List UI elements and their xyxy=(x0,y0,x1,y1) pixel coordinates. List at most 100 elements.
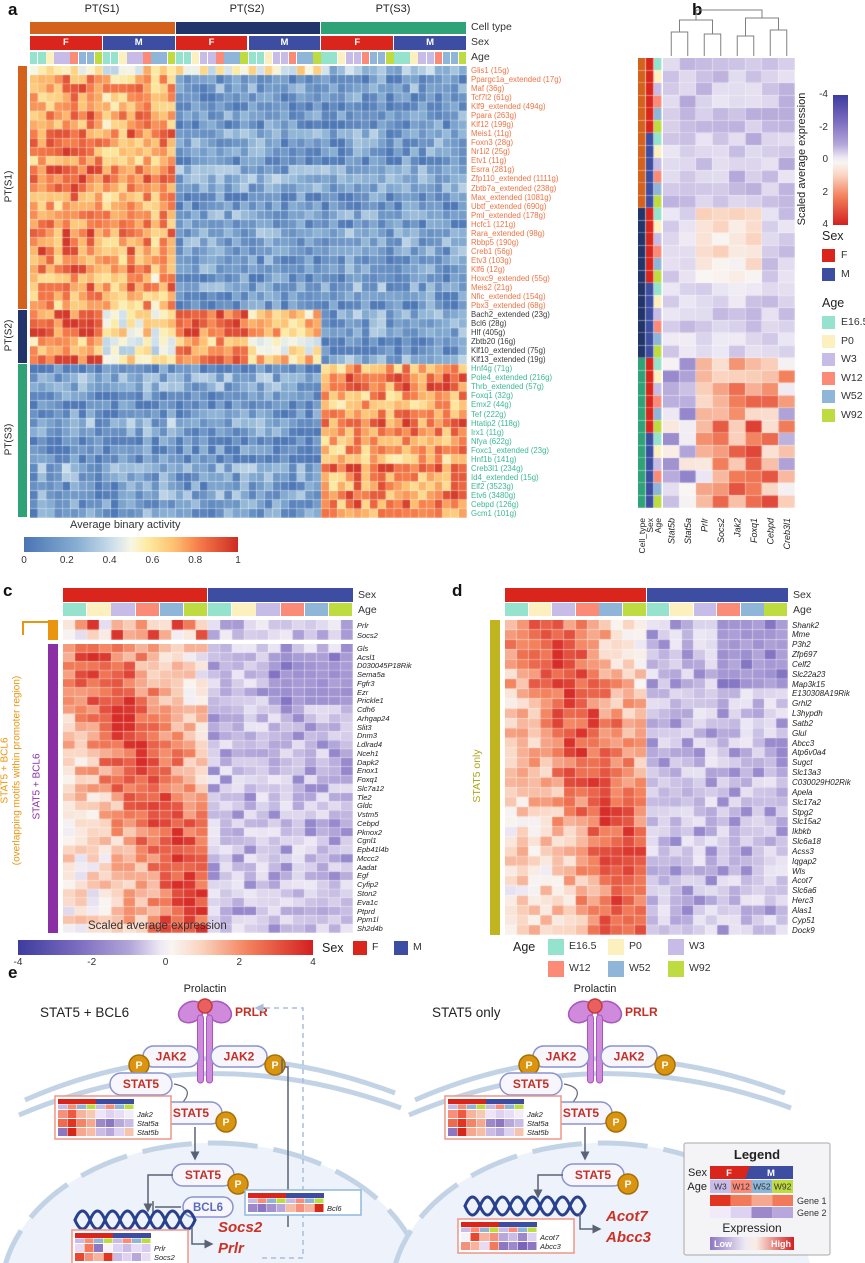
mini-expr-cell xyxy=(480,1233,489,1241)
mini-expr-cell xyxy=(305,1204,314,1212)
e-legend-gene-cell xyxy=(751,1207,773,1218)
age-segment xyxy=(377,52,386,64)
age-segment xyxy=(426,52,435,64)
sex-letter: F xyxy=(63,37,69,48)
regulon-row-label: Klf9_extended (494g) xyxy=(471,102,546,112)
mini-expr-cell xyxy=(527,1242,537,1250)
sex-segment xyxy=(175,36,248,50)
colorbar-tick: 0.2 xyxy=(59,555,74,566)
regulon-row-label: Esrra (281g) xyxy=(471,165,515,175)
age-segment xyxy=(670,603,693,616)
regulon-row-label: Nfic_extended (154g) xyxy=(471,292,546,301)
age-segment xyxy=(119,52,127,64)
capsule xyxy=(600,1045,658,1068)
mini-expr-cell xyxy=(77,1110,86,1118)
pathway-title: STAT5 + BCL6 xyxy=(40,1005,129,1020)
age-segment xyxy=(102,52,111,64)
mini-heatmap-gene-label: Bcl6 xyxy=(327,1204,342,1213)
age-segment xyxy=(232,52,240,64)
e-legend-expression-label: Expression xyxy=(722,1221,781,1235)
d-gene-label: Slc6a18 xyxy=(792,837,821,847)
annotation-label-sex: Sex xyxy=(471,36,490,48)
mini-expr-cell xyxy=(132,1253,141,1261)
mini-expr-cell xyxy=(58,1128,67,1136)
annotation-label-celltype: Cell type xyxy=(471,21,512,33)
annotation-label-age: Age xyxy=(471,51,490,63)
age-segment xyxy=(256,52,265,64)
mini-heatmap-gene-label: Prlr xyxy=(154,1244,166,1253)
mini-expr-cell xyxy=(113,1253,122,1261)
mini-expr-cell xyxy=(495,1110,505,1118)
d-age-label: Age xyxy=(793,604,812,616)
age-segment xyxy=(232,603,256,616)
age-segment xyxy=(175,52,184,64)
mini-expr-cell xyxy=(96,1110,105,1118)
mini-expr-cell xyxy=(470,1242,480,1250)
age-segment xyxy=(216,52,224,64)
mini-expr-cell xyxy=(295,1204,305,1212)
c-sex-swatch xyxy=(353,941,367,955)
d-age-swatch xyxy=(548,939,564,955)
d-age-entry-label: W12 xyxy=(569,962,591,974)
c-gene-label: Eva1c xyxy=(357,897,378,907)
e-legend-f: F xyxy=(726,1168,732,1179)
sex-segment xyxy=(248,36,321,50)
age-segment xyxy=(575,603,599,616)
heatmap-panel-a xyxy=(30,66,467,518)
regulon-row-label: Tcf7l2 (61g) xyxy=(471,93,512,103)
dna-helix xyxy=(463,1195,587,1217)
heatmap-panel-c-group2 xyxy=(63,644,353,933)
mini-expr-cell xyxy=(518,1233,527,1241)
mini-expr-cell xyxy=(505,1119,514,1127)
d-gene-label: Slc22a23 xyxy=(792,669,826,679)
mini-age-cell xyxy=(457,1104,467,1109)
mini-expr-cell xyxy=(314,1204,324,1212)
mini-expr-cell xyxy=(94,1253,103,1261)
e-legend-m: M xyxy=(767,1168,775,1179)
regulon-row-label: Irx1 (11g) xyxy=(471,427,504,437)
bcl6-label: BCL6 xyxy=(193,1202,223,1214)
mini-age-cell xyxy=(86,1104,96,1109)
c-gene-label: Slc7a12 xyxy=(357,783,385,793)
d-gene-label: C030029H02Rik xyxy=(792,778,851,787)
e-legend-gene-label: Gene 2 xyxy=(797,1208,827,1218)
mini-age-cell xyxy=(305,1198,314,1203)
e-legend-gene-cell xyxy=(730,1195,752,1206)
d-age-swatch xyxy=(548,961,564,977)
regulon-row-label: Foxq1 (32g) xyxy=(471,391,514,401)
age-segment xyxy=(717,603,741,616)
mini-sex-m xyxy=(96,1099,134,1104)
d-gene-label: Mme xyxy=(792,630,810,640)
d-gene-label: Ikbkb xyxy=(792,827,812,837)
sex-segment xyxy=(321,36,394,50)
age-segment xyxy=(288,52,297,64)
mini-expr-cell xyxy=(122,1253,132,1261)
regulon-row-label: Pole4_extended (216g) xyxy=(471,373,553,383)
mini-expr-cell xyxy=(124,1128,134,1136)
mini-age-cell xyxy=(499,1227,508,1232)
age-segment xyxy=(394,52,402,64)
mini-expr-cell xyxy=(527,1233,537,1241)
tf-to-dna-arrow xyxy=(143,1174,173,1213)
c-gene-label: Pknox2 xyxy=(357,827,383,837)
mini-expr-cell xyxy=(84,1244,94,1252)
b-age-swatch xyxy=(822,334,835,348)
mini-heatmap-gene-label: Acot7 xyxy=(539,1233,560,1242)
c-sex-entry-label: M xyxy=(413,941,422,953)
sex-m-segment xyxy=(208,588,353,602)
mini-age-cell xyxy=(67,1104,77,1109)
capsule xyxy=(210,1045,268,1068)
d-gene-label: Iqgap2 xyxy=(792,856,817,866)
e-legend-title: Legend xyxy=(734,1147,780,1162)
age-segment xyxy=(224,52,232,64)
regulon-row-label: Creb3l1 (234g) xyxy=(471,463,524,473)
regulon-row-label: Ppara (263g) xyxy=(471,111,517,121)
d-age-swatch xyxy=(668,939,684,955)
capsule xyxy=(109,1072,173,1096)
regulon-row-label: Hlf (405g) xyxy=(471,328,506,338)
mini-expr-cell xyxy=(58,1119,67,1127)
sex-letter: M xyxy=(426,37,435,48)
mini-expr-cell xyxy=(141,1244,151,1252)
colorbar-tick: 0.8 xyxy=(188,555,203,566)
regulon-row-label: Hnf1b (141g) xyxy=(471,454,517,464)
